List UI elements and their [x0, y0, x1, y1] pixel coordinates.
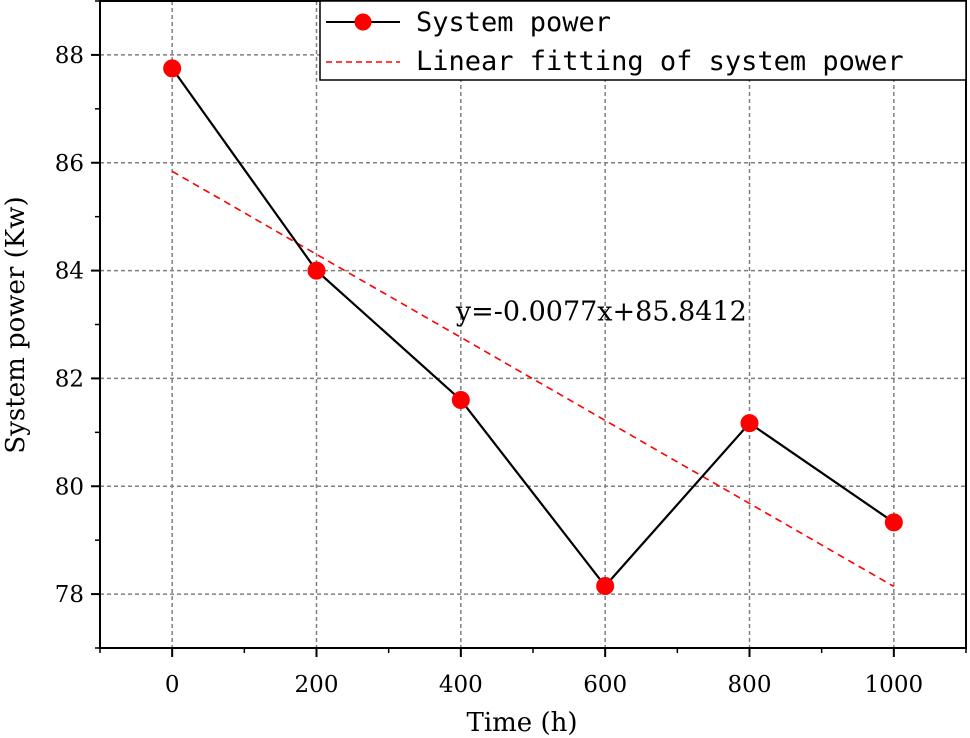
- x-tick-label: 0: [165, 672, 180, 698]
- y-tick-label: 86: [55, 151, 84, 177]
- x-tick-label: 800: [728, 672, 772, 698]
- x-tick-label: 200: [295, 672, 339, 698]
- x-axis-title: Time (h): [467, 708, 578, 738]
- y-tick-label: 80: [55, 474, 84, 500]
- data-point: [451, 390, 470, 409]
- y-tick-label: 78: [55, 582, 84, 608]
- fit-equation-label: y=-0.0077x+85.8412: [455, 296, 747, 327]
- legend: System power Linear fitting of system po…: [319, 0, 967, 81]
- y-tick-label: 84: [55, 259, 84, 285]
- legend-box: [319, 0, 967, 81]
- legend-label-system-power: System power: [416, 7, 611, 38]
- y-axis-title: System power (Kw): [1, 196, 31, 453]
- x-tick-label: 600: [583, 672, 627, 698]
- series-layer: [163, 59, 903, 595]
- fit-line-layer: [171, 170, 895, 588]
- x-tick-label: 400: [439, 672, 483, 698]
- legend-marker-system-power: [354, 13, 372, 31]
- x-tick-label: 1000: [865, 672, 924, 698]
- data-point: [740, 414, 759, 433]
- data-point: [163, 59, 182, 78]
- data-point: [307, 261, 326, 280]
- series-line-system-power: [171, 67, 895, 588]
- y-tick-label: 88: [55, 43, 84, 69]
- fit-line: [171, 170, 895, 588]
- y-tick-label: 82: [55, 366, 84, 392]
- ticks: [91, 0, 967, 657]
- data-point: [884, 513, 903, 532]
- data-point: [596, 576, 615, 595]
- legend-label-linear-fit: Linear fitting of system power: [416, 46, 904, 77]
- tick-labels: 0 200 400 600 800 1000 78 80 82 84 86 88: [55, 43, 923, 698]
